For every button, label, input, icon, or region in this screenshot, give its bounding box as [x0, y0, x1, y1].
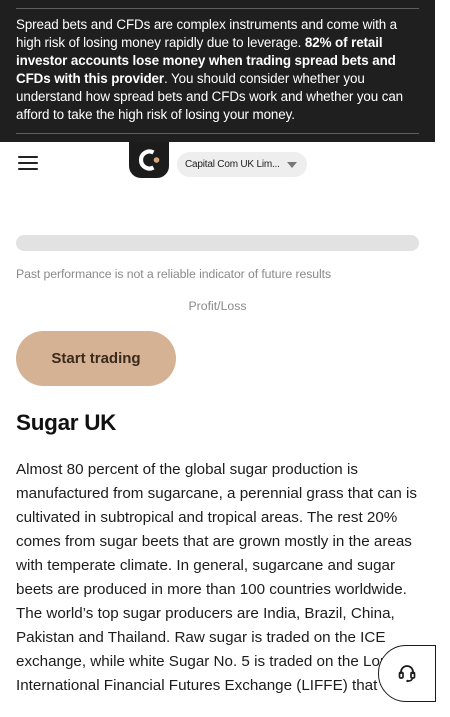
headset-icon: [398, 665, 416, 683]
loading-bar: [16, 235, 419, 251]
risk-text-part2: . You should consider whether you unders…: [16, 71, 404, 122]
past-performance-disclaimer: Past performance is not a reliable indic…: [16, 267, 332, 281]
page-title: Sugar UK: [16, 410, 117, 435]
market-description: Almost 80 percent of the global sugar pr…: [16, 461, 418, 694]
hamburger-icon[interactable]: [18, 156, 38, 172]
support-chat-button[interactable]: [378, 645, 436, 702]
risk-warning-text: Spread bets and CFDs are complex instrum…: [16, 16, 421, 124]
banner-divider-bottom: [16, 133, 419, 134]
risk-text-part1: Spread bets and CFDs are complex instrum…: [16, 17, 398, 50]
risk-warning-banner: Spread bets and CFDs are complex instrum…: [0, 0, 435, 142]
site-header: Capital Com UK Lim...: [0, 142, 435, 186]
start-trading-button[interactable]: Start trading: [16, 331, 176, 386]
entity-select[interactable]: Capital Com UK Lim...: [177, 152, 307, 177]
capital-com-logo[interactable]: [129, 142, 169, 178]
banner-divider-top: [16, 8, 419, 9]
entity-select-value: Capital Com UK Lim...: [185, 159, 280, 170]
profit-loss-label: Profit/Loss: [188, 299, 247, 313]
chevron-down-icon: [287, 162, 297, 168]
risk-text-bold: 82% of retail investor accounts lose mon…: [16, 35, 396, 86]
